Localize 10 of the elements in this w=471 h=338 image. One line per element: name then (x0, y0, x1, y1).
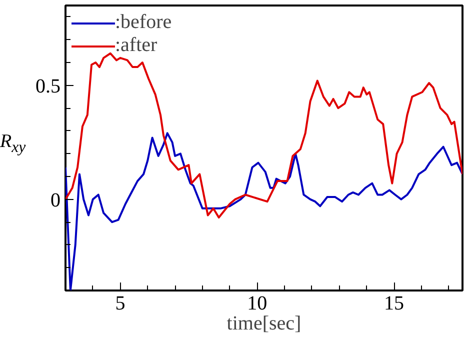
legend-label: :after (115, 34, 158, 57)
line-series (66, 52, 462, 219)
legend-label: :before (115, 11, 172, 34)
y-axis-title: R$_{xy}$ (0, 131, 26, 156)
x-tick-label: 15 (384, 292, 404, 314)
x-axis-title: time[sec] (226, 312, 302, 334)
y-tick-label: 0.5 (36, 75, 60, 98)
x-tick-label: 5 (115, 292, 126, 314)
x-tick-label: 10 (247, 292, 268, 314)
y-tick-label: 0 (50, 189, 60, 212)
